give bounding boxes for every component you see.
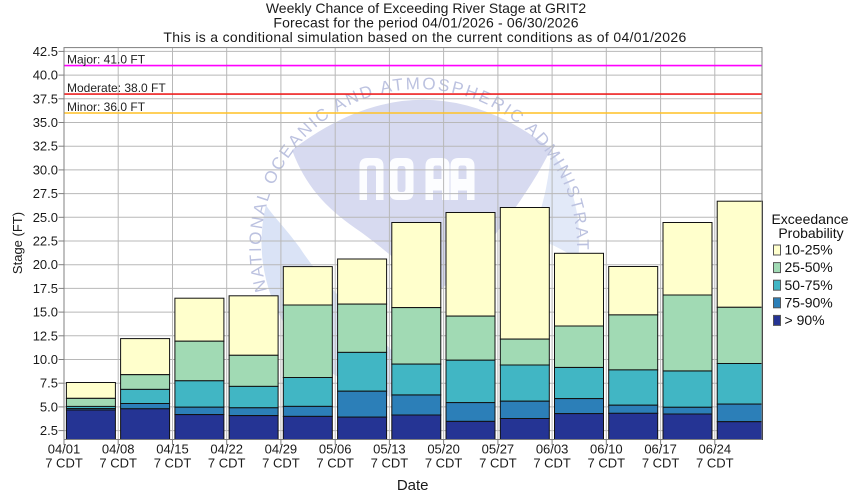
svg-text:04/29: 04/29 [265, 442, 298, 457]
svg-text:7 CDT: 7 CDT [479, 456, 517, 471]
svg-text:06/24: 06/24 [699, 442, 732, 457]
svg-text:35.0: 35.0 [33, 115, 58, 130]
svg-text:15.0: 15.0 [33, 305, 58, 320]
svg-text:> 90%: > 90% [785, 312, 825, 328]
svg-text:30.0: 30.0 [33, 162, 58, 177]
svg-text:7 CDT: 7 CDT [425, 456, 463, 471]
svg-text:Major: 41.0 FT: Major: 41.0 FT [67, 52, 146, 66]
svg-text:Stage (FT): Stage (FT) [10, 212, 25, 274]
svg-text:Date: Date [397, 477, 429, 494]
svg-text:7 CDT: 7 CDT [588, 456, 626, 471]
svg-text:7 CDT: 7 CDT [99, 456, 137, 471]
svg-text:7 CDT: 7 CDT [208, 456, 246, 471]
svg-text:10.0: 10.0 [33, 352, 58, 367]
svg-text:04/01: 04/01 [48, 442, 81, 457]
svg-text:7 CDT: 7 CDT [154, 456, 192, 471]
svg-text:12.5: 12.5 [33, 328, 58, 343]
svg-text:7 CDT: 7 CDT [262, 456, 300, 471]
svg-text:Probability: Probability [778, 225, 843, 241]
svg-text:10-25%: 10-25% [785, 242, 833, 258]
svg-text:32.5: 32.5 [33, 139, 58, 154]
svg-text:Exceedance: Exceedance [771, 211, 848, 227]
svg-text:06/10: 06/10 [590, 442, 623, 457]
svg-text:7 CDT: 7 CDT [45, 456, 83, 471]
svg-text:50-75%: 50-75% [785, 277, 833, 293]
svg-text:06/17: 06/17 [644, 442, 677, 457]
svg-text:7.5: 7.5 [40, 376, 58, 391]
svg-text:06/03: 06/03 [536, 442, 569, 457]
svg-text:04/15: 04/15 [156, 442, 189, 457]
svg-text:7 CDT: 7 CDT [642, 456, 680, 471]
svg-text:25.0: 25.0 [33, 210, 58, 225]
svg-text:25-50%: 25-50% [785, 259, 833, 275]
svg-text:Weekly Chance of Exceeding Riv: Weekly Chance of Exceeding River Stage a… [266, 0, 587, 16]
svg-text:05/13: 05/13 [373, 442, 406, 457]
svg-text:05/20: 05/20 [427, 442, 460, 457]
svg-text:7 CDT: 7 CDT [316, 456, 354, 471]
svg-text:7 CDT: 7 CDT [371, 456, 409, 471]
svg-text:Minor: 36.0 FT: Minor: 36.0 FT [67, 100, 146, 114]
svg-text:27.5: 27.5 [33, 186, 58, 201]
svg-text:40.0: 40.0 [33, 68, 58, 83]
svg-text:5.0: 5.0 [40, 399, 58, 414]
svg-text:This is a conditional simulati: This is a conditional simulation based o… [163, 29, 686, 45]
svg-text:20.0: 20.0 [33, 257, 58, 272]
svg-text:37.5: 37.5 [33, 91, 58, 106]
svg-text:Forecast for the period 04/01/: Forecast for the period 04/01/2026 - 06/… [273, 15, 578, 31]
svg-text:2.5: 2.5 [40, 423, 58, 438]
svg-text:05/06: 05/06 [319, 442, 352, 457]
svg-text:04/22: 04/22 [210, 442, 243, 457]
svg-text:04/08: 04/08 [102, 442, 135, 457]
svg-text:05/27: 05/27 [482, 442, 515, 457]
svg-text:17.5: 17.5 [33, 281, 58, 296]
svg-text:75-90%: 75-90% [785, 294, 833, 310]
svg-text:Moderate: 38.0 FT: Moderate: 38.0 FT [67, 81, 166, 95]
svg-text:7 CDT: 7 CDT [696, 456, 734, 471]
svg-text:42.5: 42.5 [33, 44, 58, 59]
svg-text:22.5: 22.5 [33, 234, 58, 249]
svg-text:7 CDT: 7 CDT [533, 456, 571, 471]
